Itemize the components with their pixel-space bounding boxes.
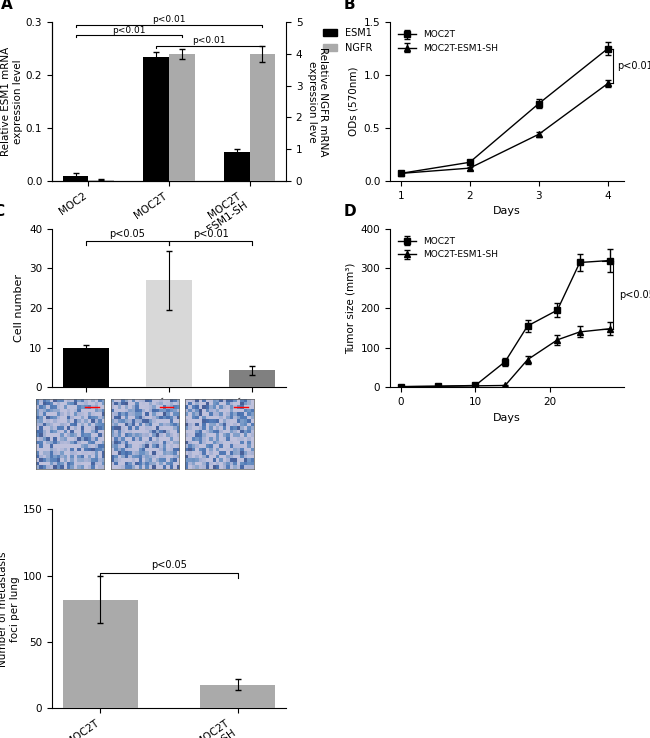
Text: p<0.01: p<0.01 [192, 36, 226, 46]
X-axis label: Days: Days [493, 413, 521, 423]
Bar [229, 370, 276, 387]
Text: A: A [1, 0, 12, 13]
Text: p<0.01: p<0.01 [617, 61, 650, 71]
Bar [200, 685, 276, 708]
Bar [88, 180, 114, 181]
Y-axis label: Relative NGFR mRNA
expression leve: Relative NGFR mRNA expression leve [307, 46, 328, 156]
X-axis label: Days: Days [493, 206, 521, 216]
Bar [62, 348, 109, 387]
Bar [143, 57, 169, 181]
Legend: MOC2T, MOC2T-ESM1-SH: MOC2T, MOC2T-ESM1-SH [395, 27, 502, 56]
Bar [62, 599, 138, 708]
Text: C: C [0, 204, 5, 219]
Bar [224, 152, 250, 181]
Text: p<0.01: p<0.01 [193, 230, 229, 240]
Bar [146, 280, 192, 387]
Bar [169, 54, 195, 181]
Text: p<0.05: p<0.05 [619, 289, 650, 300]
Bar [62, 176, 88, 181]
Text: p<0.01: p<0.01 [152, 15, 186, 24]
Y-axis label: Number of metastasis
foci per lung: Number of metastasis foci per lung [0, 551, 20, 666]
Text: p<0.05: p<0.05 [109, 230, 145, 240]
Y-axis label: Relative ESM1 mRNA
expression level: Relative ESM1 mRNA expression level [1, 46, 23, 156]
Y-axis label: ODs (570nm): ODs (570nm) [348, 66, 358, 137]
Y-axis label: Tumor size (mm³): Tumor size (mm³) [345, 263, 355, 354]
Legend: ESM1, NGFR: ESM1, NGFR [319, 24, 376, 57]
Text: D: D [343, 204, 356, 219]
Legend: MOC2T, MOC2T-ESM1-SH: MOC2T, MOC2T-ESM1-SH [395, 233, 502, 263]
Text: p<0.05: p<0.05 [151, 560, 187, 570]
Y-axis label: Cell number: Cell number [14, 274, 23, 342]
Bar [250, 54, 276, 181]
Text: p<0.01: p<0.01 [112, 26, 146, 35]
Text: B: B [343, 0, 355, 13]
